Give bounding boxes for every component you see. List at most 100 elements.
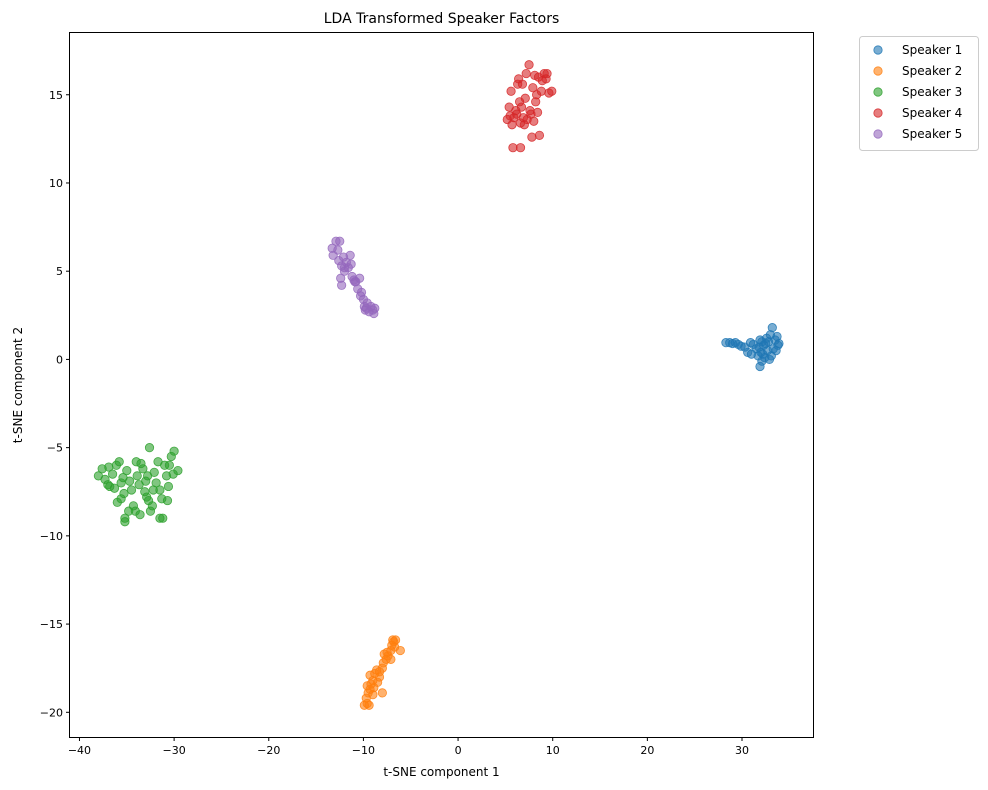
plot-area-frame xyxy=(69,32,814,738)
legend-item: Speaker 3 xyxy=(873,85,962,99)
data-point xyxy=(355,291,366,301)
data-point xyxy=(519,120,529,130)
data-point xyxy=(132,471,142,481)
data-point xyxy=(147,501,157,511)
legend: Speaker 1 Speaker 2 Speaker 3 Speaker 4 Spea… xyxy=(859,36,979,151)
legend-item: Speaker 1 xyxy=(873,43,962,57)
data-point xyxy=(534,130,545,140)
legend-label: Speaker 4 xyxy=(902,106,962,120)
data-point xyxy=(144,443,155,453)
legend-label: Speaker 5 xyxy=(902,127,962,141)
y-tick-label: 10 xyxy=(49,177,63,190)
data-point xyxy=(528,83,538,93)
x-tick-label: −40 xyxy=(68,744,91,757)
legend-marker xyxy=(873,66,883,76)
series-3 xyxy=(93,443,183,527)
data-point xyxy=(112,497,122,507)
data-point xyxy=(515,143,526,153)
data-point xyxy=(395,645,405,656)
data-point xyxy=(505,111,515,121)
data-point xyxy=(547,86,557,96)
legend-label: Speaker 1 xyxy=(902,43,962,57)
y-tick-label: 15 xyxy=(49,89,63,102)
data-point xyxy=(105,481,115,492)
data-point xyxy=(141,476,151,486)
x-tick-label: −20 xyxy=(257,744,280,757)
y-tick-label: 5 xyxy=(56,265,63,278)
data-point xyxy=(339,263,350,273)
x-axis-label: t-SNE component 1 xyxy=(383,765,499,779)
data-point xyxy=(382,647,392,657)
data-point xyxy=(508,143,518,153)
x-tick-label: −30 xyxy=(163,744,186,757)
data-point xyxy=(524,60,534,70)
data-point xyxy=(368,690,378,700)
y-tick-label: −20 xyxy=(40,706,63,719)
series-1 xyxy=(721,323,784,372)
data-point xyxy=(114,457,124,467)
data-point xyxy=(754,342,764,352)
data-point xyxy=(122,465,132,476)
data-point xyxy=(370,303,380,313)
data-point xyxy=(506,86,516,96)
legend-item: Speaker 5 xyxy=(873,127,962,141)
x-tick-label: 20 xyxy=(640,744,654,757)
y-tick-label: 0 xyxy=(56,353,63,366)
data-point xyxy=(517,79,528,89)
data-point xyxy=(333,245,343,255)
series-2 xyxy=(359,635,405,710)
series-4 xyxy=(502,60,557,153)
data-point xyxy=(149,467,159,477)
data-point xyxy=(173,465,183,476)
data-point xyxy=(516,102,527,112)
x-tick-label: 30 xyxy=(735,744,749,757)
data-point xyxy=(361,303,371,313)
data-point xyxy=(529,116,539,126)
data-point xyxy=(532,107,543,118)
data-point xyxy=(126,485,137,495)
legend-marker xyxy=(873,108,883,118)
legend-marker xyxy=(873,87,883,97)
data-point xyxy=(124,506,134,516)
data-point xyxy=(125,476,135,486)
legend-frame xyxy=(859,36,979,151)
legend-marker xyxy=(873,45,883,55)
data-point xyxy=(164,460,174,470)
legend-item: Speaker 2 xyxy=(873,64,962,78)
data-point xyxy=(169,446,179,456)
legend-marker xyxy=(873,129,883,139)
data-point xyxy=(350,277,360,287)
legend-item: Speaker 4 xyxy=(873,106,962,120)
y-tick-label: −10 xyxy=(40,530,63,543)
y-tick-label: −15 xyxy=(40,618,63,631)
data-point xyxy=(377,688,387,698)
data-point xyxy=(520,93,530,103)
data-point xyxy=(773,340,783,350)
points-layer xyxy=(93,60,784,710)
y-axis-label: t-SNE component 2 xyxy=(11,327,25,443)
data-point xyxy=(527,132,537,142)
series-5 xyxy=(327,236,380,319)
data-point xyxy=(120,517,130,527)
data-point xyxy=(542,68,552,79)
data-point xyxy=(155,513,165,523)
x-tick-label: 0 xyxy=(455,744,462,757)
legend-label: Speaker 3 xyxy=(902,85,962,99)
chart-title: LDA Transformed Speaker Factors xyxy=(324,11,560,27)
data-point xyxy=(335,236,345,246)
data-point xyxy=(138,464,148,474)
data-point xyxy=(148,485,158,495)
data-point xyxy=(107,469,118,479)
legend-label: Speaker 2 xyxy=(902,64,962,78)
data-point xyxy=(767,323,777,333)
data-point xyxy=(131,457,141,467)
data-point xyxy=(337,280,347,290)
data-point xyxy=(163,481,174,492)
data-point xyxy=(162,495,173,506)
data-point xyxy=(521,68,531,79)
data-point xyxy=(374,667,385,677)
data-point xyxy=(536,86,546,96)
y-tick-label: −5 xyxy=(47,442,63,455)
data-point xyxy=(764,354,775,365)
